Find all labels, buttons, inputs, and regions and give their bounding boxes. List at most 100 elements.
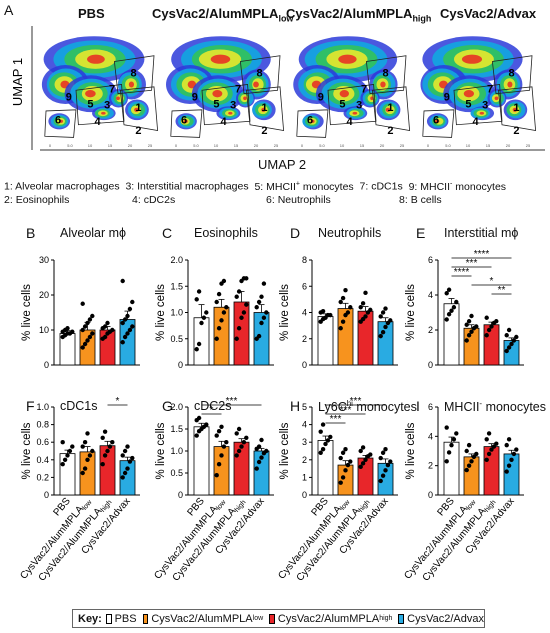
data-point bbox=[466, 333, 472, 338]
data-point bbox=[466, 463, 472, 468]
y-tick-label: 10 bbox=[39, 325, 49, 335]
y-axis-label: % live cells bbox=[279, 422, 291, 479]
cluster-name-superscript: - bbox=[450, 180, 453, 187]
umap-cluster-label: 4 bbox=[95, 116, 102, 128]
data-point bbox=[194, 297, 199, 302]
y-tick-label: 3 bbox=[302, 437, 307, 447]
y-tick-label: 2.0 bbox=[170, 255, 183, 265]
umap-gate-outline bbox=[491, 55, 533, 95]
data-point bbox=[122, 317, 128, 322]
data-point bbox=[264, 448, 269, 454]
y-tick-label: 6 bbox=[428, 402, 433, 412]
cluster-legend-item: 3: Interstitial macrophages bbox=[125, 181, 248, 193]
data-point bbox=[80, 301, 85, 306]
cluster-name: cDC1s bbox=[371, 180, 403, 193]
panel-title-suffix: monocytes bbox=[352, 400, 417, 415]
key-entry-subscript: high bbox=[379, 615, 393, 622]
umap-cluster-label: 6 bbox=[181, 115, 187, 127]
panel-letter: I bbox=[416, 398, 420, 414]
data-point bbox=[122, 470, 128, 476]
umap-density-region bbox=[461, 54, 483, 64]
umap-tick-label: 5.0 bbox=[445, 143, 451, 148]
data-point bbox=[216, 291, 222, 297]
data-point bbox=[87, 334, 93, 340]
data-point bbox=[125, 466, 130, 471]
y-tick-label: 8 bbox=[302, 255, 307, 265]
umap-title-text: CysVac2/AlumMPLA bbox=[286, 6, 413, 21]
umap-tick-label: 15 bbox=[360, 143, 365, 148]
data-point bbox=[90, 331, 95, 336]
data-point bbox=[214, 299, 219, 305]
y-tick-label: 4 bbox=[428, 431, 433, 441]
data-point bbox=[444, 317, 449, 322]
umap-cluster-label: 5 bbox=[465, 99, 471, 111]
data-point bbox=[506, 327, 512, 333]
umap-title-advax: CysVac2/Advax bbox=[440, 6, 536, 21]
data-point bbox=[446, 450, 452, 455]
data-point bbox=[380, 473, 386, 478]
data-point bbox=[363, 457, 368, 462]
cluster-name: MHCII bbox=[266, 180, 296, 193]
umap-panel: 1 2 345 6 7 8 9 0 5.0 10 15 20 25 bbox=[166, 27, 286, 148]
cluster-legend-item: 7: cDC1s bbox=[360, 181, 403, 193]
data-point bbox=[236, 448, 242, 454]
bar bbox=[483, 324, 500, 366]
data-point bbox=[234, 431, 239, 436]
y-tick-label: 0 bbox=[178, 490, 183, 500]
data-point bbox=[471, 454, 477, 460]
data-point bbox=[474, 451, 479, 457]
data-point bbox=[383, 324, 388, 330]
data-point bbox=[323, 441, 328, 447]
umap-cluster-label: 4 bbox=[347, 116, 354, 128]
y-tick-label: 1.0 bbox=[170, 308, 183, 318]
data-point bbox=[196, 289, 202, 294]
panel-title: Ly6Chi monocytes bbox=[318, 399, 417, 414]
umap-tick-label: 5.0 bbox=[193, 143, 199, 148]
umap-cluster-label: 3 bbox=[482, 100, 488, 112]
umap-cluster-label: 9 bbox=[66, 92, 72, 104]
umap-gate-outline bbox=[119, 86, 159, 131]
data-point bbox=[489, 447, 494, 452]
data-point bbox=[82, 466, 88, 471]
data-point bbox=[451, 305, 457, 310]
data-point bbox=[85, 431, 90, 436]
umap-density-region bbox=[243, 96, 247, 101]
key-swatch-alum-low bbox=[142, 613, 149, 624]
umap-density-region bbox=[101, 111, 106, 115]
data-point bbox=[120, 340, 125, 345]
data-point bbox=[221, 310, 227, 315]
data-point bbox=[383, 306, 388, 311]
data-point bbox=[80, 444, 85, 449]
data-point bbox=[486, 327, 492, 333]
data-point bbox=[380, 329, 386, 335]
cluster-legend-item: 8: B cells bbox=[399, 194, 442, 206]
data-point bbox=[378, 478, 383, 484]
data-point bbox=[259, 320, 264, 326]
umap-cluster-label: 2 bbox=[261, 125, 267, 137]
data-point bbox=[328, 312, 333, 318]
key-label: Key: bbox=[78, 612, 102, 625]
key-entry-pbs: PBS bbox=[114, 612, 137, 625]
data-point bbox=[338, 326, 343, 331]
panel-letter: D bbox=[290, 225, 301, 241]
umap-density-region bbox=[87, 54, 105, 64]
data-point bbox=[511, 338, 517, 343]
umap-title-text: CysVac2/Advax bbox=[440, 6, 537, 21]
data-point bbox=[127, 306, 133, 312]
data-point bbox=[451, 437, 457, 442]
data-point bbox=[102, 453, 108, 458]
data-point bbox=[70, 444, 75, 449]
panel-title: Interstitial mϕ bbox=[444, 226, 518, 240]
umap-density-region bbox=[380, 81, 386, 88]
y-tick-label: 0.4 bbox=[36, 455, 49, 465]
cluster-name: Interstitial macrophages bbox=[137, 180, 249, 193]
data-point bbox=[360, 461, 366, 466]
umap-x-axis-label: UMAP 2 bbox=[258, 157, 307, 172]
umap-cluster-label: 8 bbox=[131, 67, 137, 79]
data-point bbox=[506, 345, 512, 350]
y-tick-label: 0.2 bbox=[36, 472, 49, 482]
y-tick-label: 0 bbox=[44, 490, 49, 500]
y-tick-label: 0 bbox=[44, 360, 49, 370]
data-point bbox=[464, 467, 469, 473]
